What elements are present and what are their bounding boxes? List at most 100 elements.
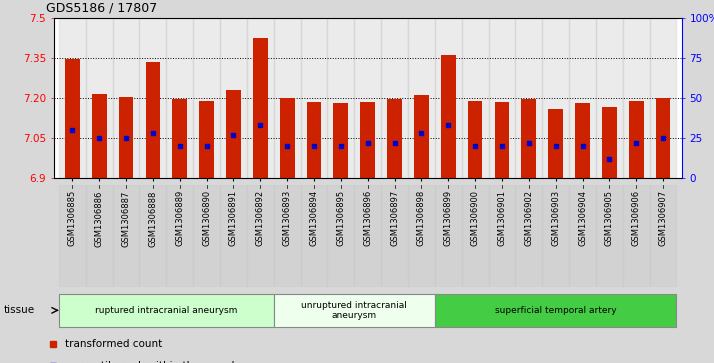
Bar xyxy=(408,185,435,287)
Text: superficial temporal artery: superficial temporal artery xyxy=(495,306,616,315)
Text: ruptured intracranial aneurysm: ruptured intracranial aneurysm xyxy=(95,306,238,315)
Bar xyxy=(328,18,354,178)
Bar xyxy=(516,18,542,178)
Bar xyxy=(435,18,462,178)
Bar xyxy=(602,107,617,178)
Bar xyxy=(59,18,86,178)
Bar xyxy=(629,101,643,178)
Bar xyxy=(172,99,187,178)
Bar xyxy=(273,185,301,287)
Bar xyxy=(92,94,106,178)
Text: GSM1306891: GSM1306891 xyxy=(229,190,238,246)
Bar xyxy=(220,185,247,287)
Text: percentile rank within the sample: percentile rank within the sample xyxy=(65,361,241,363)
Bar xyxy=(306,102,321,178)
Bar xyxy=(468,101,483,178)
Bar xyxy=(650,18,676,178)
Text: GSM1306896: GSM1306896 xyxy=(363,190,372,246)
Bar xyxy=(516,185,542,287)
Bar xyxy=(333,103,348,178)
Bar xyxy=(146,62,160,178)
Bar xyxy=(59,185,86,287)
Bar xyxy=(199,101,214,178)
Bar xyxy=(354,18,381,178)
Bar xyxy=(220,18,247,178)
Bar xyxy=(86,185,113,287)
Bar xyxy=(226,90,241,178)
Bar xyxy=(166,185,193,287)
Text: GSM1306889: GSM1306889 xyxy=(175,190,184,246)
Text: tissue: tissue xyxy=(4,305,35,315)
Bar xyxy=(354,185,381,287)
Text: GSM1306888: GSM1306888 xyxy=(149,190,157,246)
Bar xyxy=(381,185,408,287)
Bar xyxy=(166,18,193,178)
Text: unruptured intracranial
aneurysm: unruptured intracranial aneurysm xyxy=(301,301,407,320)
Bar xyxy=(139,18,166,178)
Bar xyxy=(113,185,139,287)
Bar xyxy=(139,185,166,287)
Bar xyxy=(596,185,623,287)
Text: GSM1306887: GSM1306887 xyxy=(121,190,131,246)
Bar xyxy=(86,18,113,178)
Bar xyxy=(441,56,456,178)
Bar xyxy=(381,18,408,178)
Bar xyxy=(193,18,220,178)
Bar xyxy=(596,18,623,178)
Text: GSM1306895: GSM1306895 xyxy=(336,190,346,246)
Text: GSM1306903: GSM1306903 xyxy=(551,190,560,246)
Bar xyxy=(521,99,536,178)
Text: GSM1306899: GSM1306899 xyxy=(444,190,453,246)
Bar xyxy=(273,18,301,178)
Text: GSM1306906: GSM1306906 xyxy=(632,190,640,246)
Bar xyxy=(280,98,295,178)
Text: GSM1306885: GSM1306885 xyxy=(68,190,77,246)
Bar xyxy=(462,185,488,287)
Bar xyxy=(488,18,516,178)
Bar xyxy=(408,18,435,178)
Bar xyxy=(650,185,676,287)
Text: GSM1306905: GSM1306905 xyxy=(605,190,614,246)
Bar xyxy=(488,185,516,287)
Bar xyxy=(495,102,509,178)
Bar xyxy=(569,18,596,178)
Bar xyxy=(361,102,375,178)
Bar xyxy=(435,294,676,327)
Text: GSM1306907: GSM1306907 xyxy=(658,190,668,246)
Bar xyxy=(655,98,670,178)
Bar xyxy=(119,97,134,178)
Bar xyxy=(548,109,563,178)
Text: GSM1306898: GSM1306898 xyxy=(417,190,426,246)
Bar xyxy=(542,185,569,287)
Bar xyxy=(59,294,273,327)
Bar xyxy=(65,60,80,178)
Bar xyxy=(435,185,462,287)
Bar xyxy=(542,18,569,178)
Bar xyxy=(247,185,273,287)
Text: GSM1306902: GSM1306902 xyxy=(524,190,533,246)
Bar xyxy=(414,95,429,178)
Text: GDS5186 / 17807: GDS5186 / 17807 xyxy=(46,1,158,15)
Text: GSM1306892: GSM1306892 xyxy=(256,190,265,246)
Bar xyxy=(301,18,328,178)
Bar xyxy=(623,185,650,287)
Text: GSM1306900: GSM1306900 xyxy=(471,190,480,246)
Bar xyxy=(575,103,590,178)
Text: transformed count: transformed count xyxy=(65,339,163,349)
Bar xyxy=(193,185,220,287)
Bar xyxy=(569,185,596,287)
Bar xyxy=(273,294,435,327)
Bar xyxy=(253,38,268,178)
Text: GSM1306894: GSM1306894 xyxy=(309,190,318,246)
Bar xyxy=(623,18,650,178)
Bar xyxy=(113,18,139,178)
Text: GSM1306901: GSM1306901 xyxy=(498,190,506,246)
Text: GSM1306893: GSM1306893 xyxy=(283,190,291,246)
Text: GSM1306897: GSM1306897 xyxy=(390,190,399,246)
Text: GSM1306890: GSM1306890 xyxy=(202,190,211,246)
Bar xyxy=(301,185,328,287)
Text: GSM1306886: GSM1306886 xyxy=(95,190,104,246)
Bar xyxy=(328,185,354,287)
Text: GSM1306904: GSM1306904 xyxy=(578,190,587,246)
Bar xyxy=(462,18,488,178)
